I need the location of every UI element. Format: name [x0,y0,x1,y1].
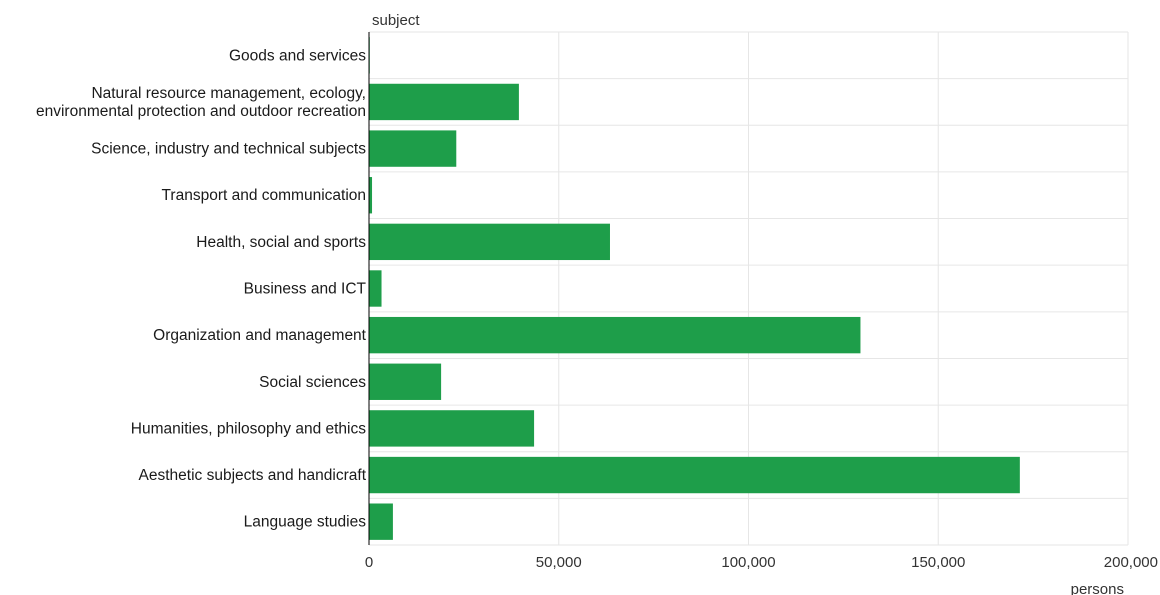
y-axis-title: subject [372,12,420,29]
category-label: Natural resource management, ecology, [91,85,366,102]
category-label: Organization and management [153,327,367,344]
bar[interactable] [369,363,442,400]
bar[interactable] [369,130,457,167]
x-tick-label: 100,000 [721,554,775,571]
x-tick-label: 200,000 [1104,554,1158,571]
category-label: Goods and services [229,47,366,64]
bar[interactable] [369,410,535,447]
x-tick-labels: 0 50,000 100,000 150,000 200,000 [365,554,1158,571]
category-label: Science, industry and technical subjects [91,141,366,158]
bar[interactable] [369,316,861,354]
category-label: Social sciences [259,374,366,391]
category-label: Business and ICT [244,281,367,298]
category-labels: Goods and services Natural resource manag… [36,47,367,530]
category-label: Humanities, philosophy and ethics [131,420,366,437]
x-axis-title: persons [1071,581,1124,595]
category-label: Language studies [244,514,367,531]
category-label: environmental protection and outdoor rec… [36,103,366,120]
bar[interactable] [369,83,519,121]
bar[interactable] [369,223,610,261]
bars [369,37,1020,540]
bar[interactable] [369,456,1020,494]
x-tick-label: 50,000 [536,554,582,571]
x-tick-label: 150,000 [911,554,965,571]
x-tick-label: 0 [365,554,373,571]
category-label: Health, social and sports [196,234,366,251]
bar[interactable] [369,177,373,214]
category-label: Transport and communication [162,187,366,204]
category-label: Aesthetic subjects and handicraft [139,467,367,484]
bar[interactable] [369,270,382,307]
bar[interactable] [369,503,393,540]
